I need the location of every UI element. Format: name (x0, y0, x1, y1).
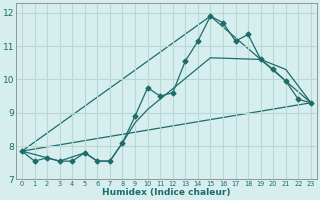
X-axis label: Humidex (Indice chaleur): Humidex (Indice chaleur) (102, 188, 231, 197)
